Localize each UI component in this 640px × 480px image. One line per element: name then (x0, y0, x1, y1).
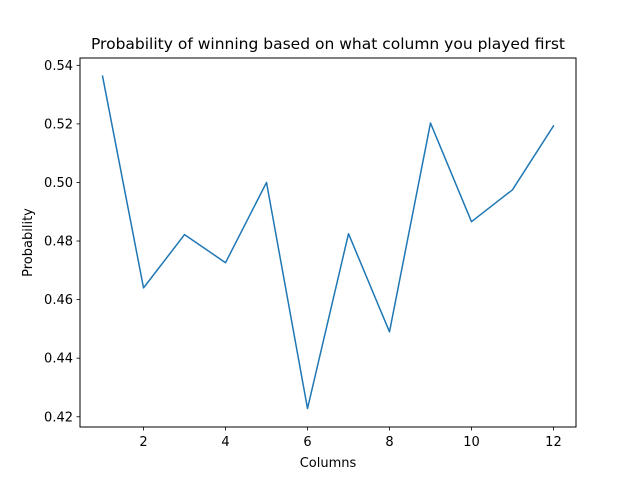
y-tick-label: 0.44 (44, 352, 73, 367)
series-line-1 (101, 75, 555, 410)
plot-area (101, 75, 555, 410)
x-tick-label: 4 (221, 435, 229, 450)
x-tick-label: 10 (463, 435, 480, 450)
y-tick-label: 0.42 (44, 410, 73, 425)
y-tick-label: 0.52 (44, 117, 73, 132)
x-axis-label: Columns (300, 456, 357, 471)
y-tick-label: 0.48 (44, 235, 73, 250)
y-tick-label: 0.54 (44, 59, 73, 74)
x-tick-label: 6 (303, 435, 311, 450)
x-axis: 2 4 6 8 10 12 (139, 427, 562, 450)
y-axis-label: Probability (21, 208, 36, 277)
y-tick-label: 0.46 (44, 293, 73, 308)
x-tick-label: 8 (385, 435, 393, 450)
x-tick-label: 12 (545, 435, 562, 450)
chart-title: Probability of winning based on what col… (91, 35, 565, 53)
y-tick-label: 0.50 (44, 176, 73, 191)
y-axis: 0.42 0.44 0.46 0.48 0.50 0.52 0.54 (44, 59, 80, 425)
x-tick-label: 2 (139, 435, 147, 450)
axes-frame (79, 57, 577, 428)
